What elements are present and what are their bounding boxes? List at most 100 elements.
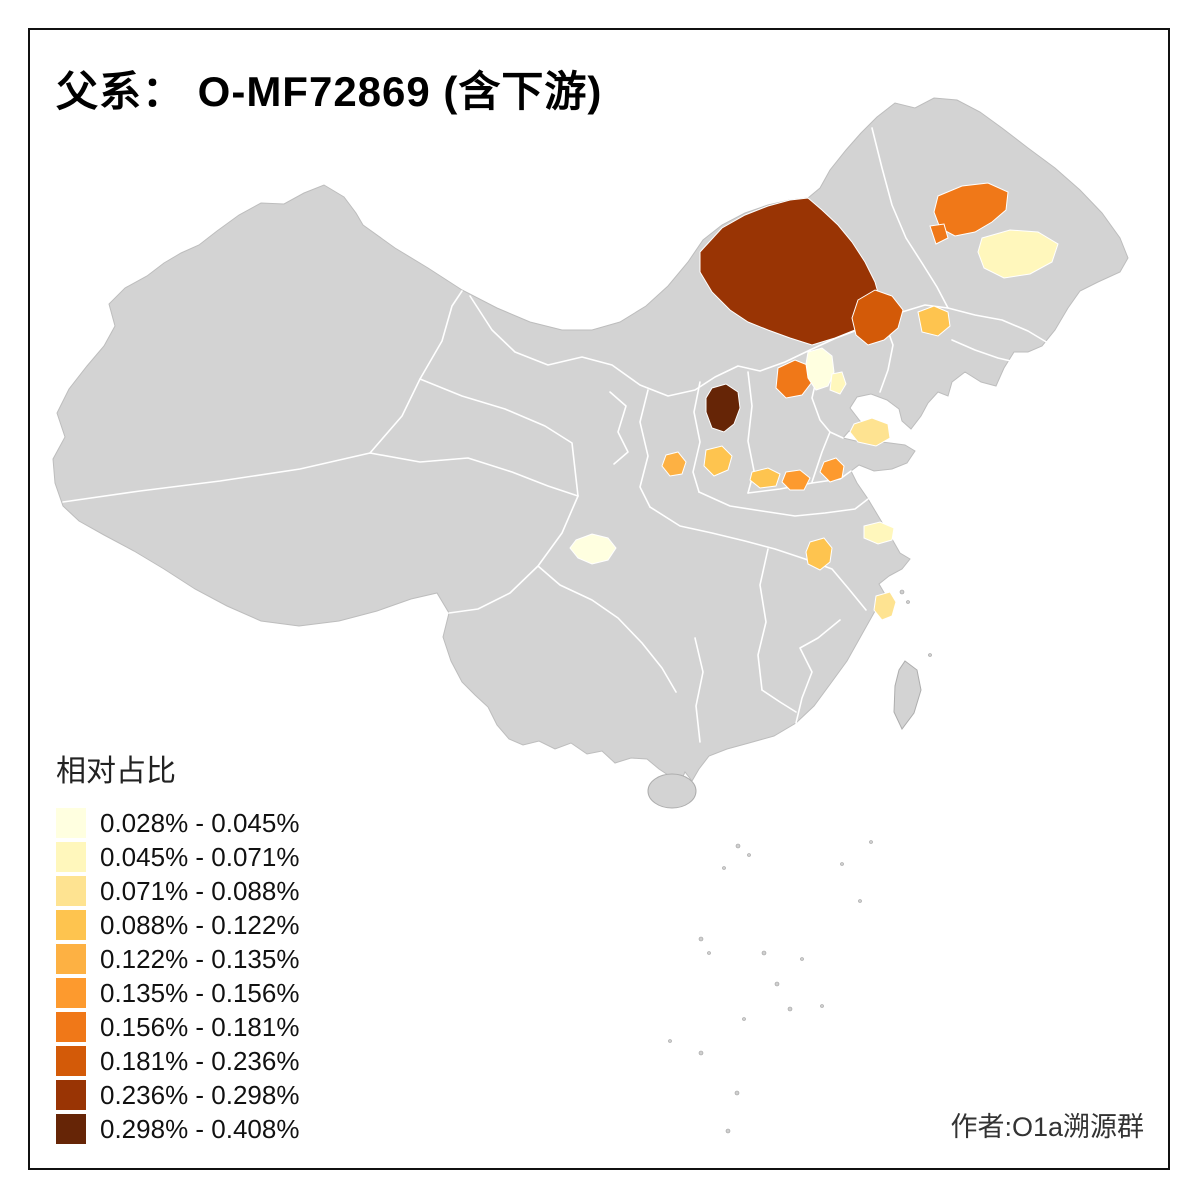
prefecture-region — [775, 359, 813, 399]
legend-bin-label: 0.135% - 0.156% — [100, 977, 300, 1008]
legend-row: 0.135% - 0.156% — [56, 976, 299, 1010]
prefecture-region — [781, 469, 811, 491]
prefecture-region — [569, 533, 617, 565]
legend-swatch — [56, 1012, 86, 1042]
legend-row: 0.156% - 0.181% — [56, 1010, 299, 1044]
legend: 相对占比 0.028% - 0.045% 0.045% - 0.071% 0.071… — [56, 746, 299, 1146]
islet — [742, 1017, 746, 1021]
legend-row: 0.088% - 0.122% — [56, 908, 299, 942]
province-border-line — [747, 470, 852, 494]
legend-swatch — [56, 808, 86, 838]
province-border-line — [947, 307, 1049, 344]
prefecture-region — [705, 383, 741, 433]
page-title: 父系： O-MF72869 (含下游) — [56, 68, 603, 115]
legend-items: 0.028% - 0.045% 0.045% - 0.071% 0.071% - 0… — [56, 806, 299, 1146]
islet — [707, 951, 711, 955]
islet — [747, 853, 751, 857]
legend-title: 相对占比 — [56, 755, 176, 788]
islet — [734, 1090, 740, 1096]
legend-bin-label: 0.045% - 0.071% — [100, 841, 300, 872]
islet — [698, 936, 704, 942]
province-border-line — [609, 391, 629, 465]
legend-swatch — [56, 944, 86, 974]
province-border-line — [761, 689, 797, 713]
islet — [800, 957, 804, 961]
legend-bin-label: 0.156% - 0.181% — [100, 1011, 300, 1042]
prefecture-region — [977, 229, 1059, 279]
legend-bin-label: 0.071% - 0.088% — [100, 875, 300, 906]
legend-row: 0.236% - 0.298% — [56, 1078, 299, 1112]
legend-row: 0.028% - 0.045% — [56, 806, 299, 840]
legend-swatch — [56, 876, 86, 906]
prefecture-region — [851, 289, 904, 346]
hainan-island — [647, 773, 697, 809]
islet — [869, 840, 873, 844]
taiwan-island — [893, 660, 922, 730]
province-border-line — [795, 619, 841, 724]
legend-row: 0.298% - 0.408% — [56, 1112, 299, 1146]
province-border-line — [369, 290, 463, 454]
province-border-line — [694, 637, 704, 743]
prefecture-region — [661, 451, 687, 477]
legend-row: 0.071% - 0.088% — [56, 874, 299, 908]
province-border-line — [369, 452, 579, 497]
islet — [820, 1004, 824, 1008]
legend-swatch — [56, 1080, 86, 1110]
legend-bin-label: 0.181% - 0.236% — [100, 1045, 300, 1076]
province-border-line — [698, 491, 869, 517]
islet — [787, 1006, 793, 1012]
islet — [858, 899, 862, 903]
province-border-line — [419, 378, 579, 497]
islet — [761, 950, 767, 956]
islet — [722, 866, 726, 870]
prefecture-region — [933, 182, 1009, 237]
province-border-line — [649, 506, 867, 611]
legend-row: 0.181% - 0.236% — [56, 1044, 299, 1078]
prefecture-region — [873, 591, 897, 621]
province-border-line — [811, 431, 844, 483]
province-border-line — [639, 389, 651, 508]
islet — [725, 1128, 731, 1134]
province-border-line — [537, 565, 677, 693]
author-credit: 作者:O1a溯源群 — [950, 1112, 1144, 1142]
prefecture-region — [829, 371, 847, 395]
map-frame-border — [28, 28, 1170, 1170]
prefecture-region — [819, 457, 845, 483]
prefecture-region — [863, 521, 895, 545]
prefecture-region — [805, 347, 835, 391]
province-border-line — [871, 127, 949, 309]
prefecture-region — [929, 223, 949, 245]
islet — [906, 600, 910, 604]
legend-swatch — [56, 978, 86, 1008]
legend-swatch — [56, 1114, 86, 1144]
legend-bin-label: 0.122% - 0.135% — [100, 943, 300, 974]
islands — [647, 589, 932, 1134]
prefecture-region — [805, 537, 833, 571]
islet — [928, 653, 932, 657]
islet — [774, 981, 780, 987]
legend-row: 0.045% - 0.071% — [56, 840, 299, 874]
south-sea-islets — [668, 589, 932, 1134]
legend-bin-label: 0.236% - 0.298% — [100, 1079, 300, 1110]
legend-bin-label: 0.298% - 0.408% — [100, 1113, 300, 1144]
legend-swatch — [56, 910, 86, 940]
prefecture-region — [849, 417, 891, 447]
legend-row: 0.122% - 0.135% — [56, 942, 299, 976]
province-border-line — [62, 452, 371, 503]
prefecture-region — [703, 445, 733, 477]
islet — [668, 1039, 672, 1043]
province-border-line — [448, 495, 579, 614]
highlighted-regions — [569, 182, 1059, 621]
islet — [735, 843, 741, 849]
province-border-line — [692, 381, 701, 493]
legend-swatch — [56, 842, 86, 872]
province-border-line — [951, 339, 1016, 363]
prefecture-region — [917, 305, 951, 337]
islet — [899, 589, 905, 595]
islet — [840, 862, 844, 866]
islet — [698, 1050, 704, 1056]
prefecture-region — [749, 467, 781, 489]
legend-bin-label: 0.088% - 0.122% — [100, 909, 300, 940]
